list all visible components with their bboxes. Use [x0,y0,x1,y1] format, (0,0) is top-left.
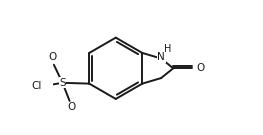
Text: O: O [48,52,57,62]
Text: N: N [157,52,165,62]
Text: S: S [59,78,66,88]
Text: O: O [67,102,75,112]
Text: Cl: Cl [32,81,42,91]
Text: H: H [164,44,172,54]
Text: O: O [197,63,205,73]
